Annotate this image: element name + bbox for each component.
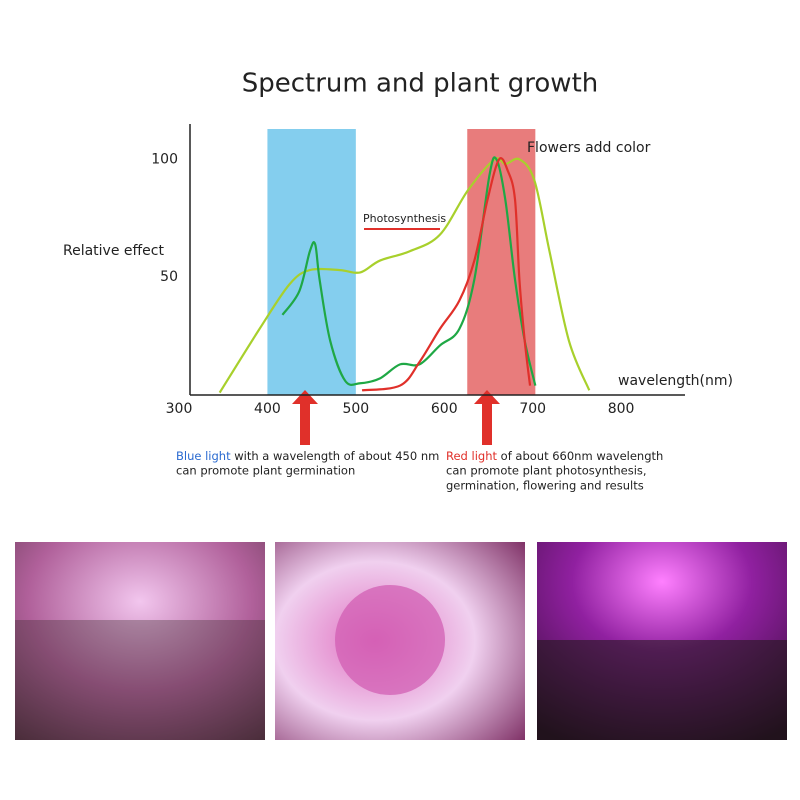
photo-plant [335, 585, 445, 695]
annotation-head: Red light [446, 449, 497, 463]
series-line [218, 157, 591, 394]
x-tick-label: 400 [254, 401, 281, 417]
arrow [474, 390, 500, 445]
chart-title: Spectrum and plant growth [242, 69, 599, 99]
x-tick-label: 500 [342, 401, 369, 417]
annotation: Flowers add color [527, 140, 651, 156]
x-axis-label: wavelength(nm) [618, 373, 733, 389]
y-axis-label: Relative effect [63, 243, 164, 259]
series-line [281, 156, 537, 386]
photos [15, 542, 787, 740]
arrow [292, 390, 318, 445]
chart: Spectrum and plant growth Relative effec… [63, 69, 733, 493]
annotation-head: Blue light [176, 449, 231, 463]
x-tick-label: 800 [608, 401, 635, 417]
annotation: can promote plant photosynthesis, [446, 464, 647, 478]
annotation-text: of about 660nm wavelength [497, 449, 663, 463]
x-tick-label: 300 [166, 401, 193, 417]
annotation: Red light of about 660nm wavelength [446, 449, 663, 463]
annotation: can promote plant germination [176, 464, 355, 478]
series-line [361, 157, 532, 392]
annotation: Blue light with a wavelength of about 45… [176, 449, 439, 463]
band [267, 129, 356, 395]
photo-crops [537, 640, 787, 740]
annotation-text: with a wavelength of about 450 nm [231, 449, 440, 463]
x-tick-label: 600 [431, 401, 458, 417]
annotation: Photosynthesis [363, 212, 446, 225]
y-tick-label: 100 [151, 151, 178, 167]
y-tick-label: 50 [160, 269, 178, 285]
annotation: germination, flowering and results [446, 479, 644, 493]
x-tick-label: 700 [519, 401, 546, 417]
photo-seedlings [15, 542, 265, 740]
photo-trays [15, 620, 265, 740]
